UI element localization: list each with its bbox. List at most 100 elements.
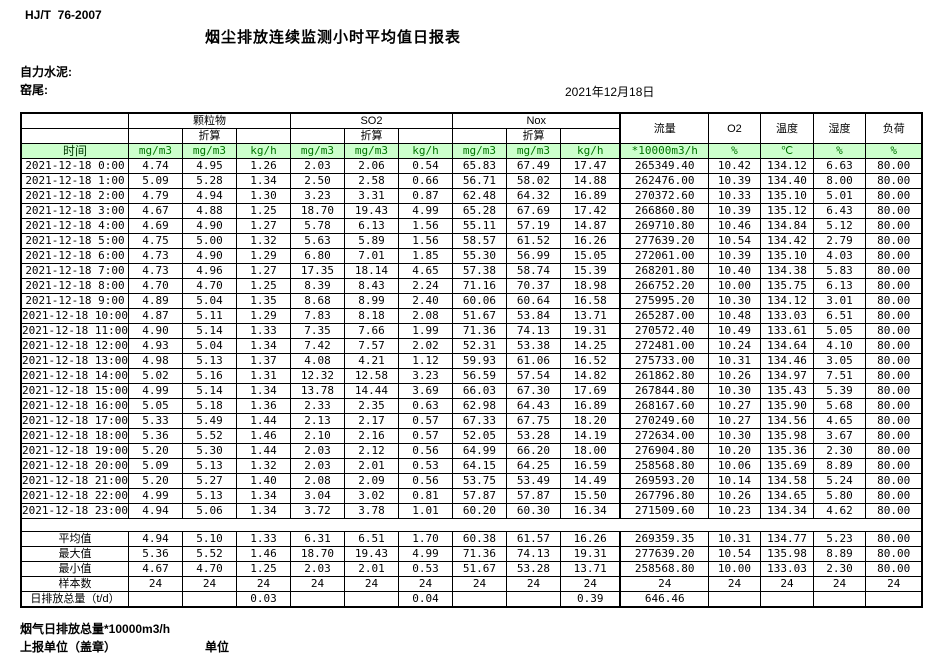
value-cell: 1.25 bbox=[235, 203, 291, 219]
value-cell: 10.31 bbox=[707, 531, 761, 547]
value-cell: 2.03 bbox=[289, 458, 345, 474]
value-cell: 3.01 bbox=[812, 293, 866, 309]
value-cell: 5.02 bbox=[127, 368, 183, 384]
value-cell: 10.00 bbox=[707, 561, 761, 577]
unit-header: % bbox=[707, 143, 761, 159]
value-cell: 0.56 bbox=[397, 473, 453, 489]
value-cell: 4.90 bbox=[127, 323, 183, 339]
value-cell: 4.90 bbox=[181, 248, 237, 264]
value-cell: 4.99 bbox=[397, 203, 453, 219]
row-label-cell: 2021-12-18 15:00 bbox=[20, 383, 129, 399]
value-cell: 258568.80 bbox=[619, 458, 709, 474]
value-cell bbox=[343, 591, 399, 608]
value-cell: 4.96 bbox=[181, 263, 237, 279]
value-cell: 5.63 bbox=[289, 233, 345, 249]
value-cell: 4.79 bbox=[127, 188, 183, 204]
value-cell: 134.12 bbox=[759, 158, 814, 174]
value-cell: 80.00 bbox=[864, 323, 923, 339]
value-cell: 1.99 bbox=[397, 323, 453, 339]
value-cell: 265287.00 bbox=[619, 308, 709, 324]
table-row: 2021-12-18 15:00 4.99 5.14 1.34 13.78 14.44 3.… bbox=[20, 383, 923, 399]
value-cell: 267844.80 bbox=[619, 383, 709, 399]
value-cell: 53.84 bbox=[505, 308, 561, 324]
row-label-cell: 2021-12-18 9:00 bbox=[20, 293, 129, 309]
value-cell: 1.56 bbox=[397, 233, 453, 249]
value-cell: 3.02 bbox=[343, 488, 399, 504]
value-cell: 24 bbox=[235, 576, 291, 592]
value-cell: 4.70 bbox=[181, 561, 237, 577]
value-cell: 134.40 bbox=[759, 173, 814, 189]
value-cell: 67.69 bbox=[505, 203, 561, 219]
value-cell: 61.06 bbox=[505, 353, 561, 369]
value-cell: 6.31 bbox=[289, 531, 345, 547]
value-cell: 4.74 bbox=[127, 158, 183, 174]
table-row: 2021-12-18 7:00 4.73 4.96 1.27 17.35 18.14 4.6… bbox=[20, 263, 923, 279]
value-cell: 24 bbox=[181, 576, 237, 592]
value-cell: 2.01 bbox=[343, 561, 399, 577]
col-group-load: 负荷 bbox=[864, 112, 923, 144]
value-cell: 10.31 bbox=[707, 353, 761, 369]
site-label: 窑尾: bbox=[20, 83, 48, 97]
value-cell: 3.31 bbox=[343, 188, 399, 204]
value-cell: 277639.20 bbox=[619, 233, 709, 249]
value-cell: 134.46 bbox=[759, 353, 814, 369]
value-cell: 1.46 bbox=[235, 428, 291, 444]
value-cell: 67.49 bbox=[505, 158, 561, 174]
value-cell: 4.70 bbox=[127, 278, 183, 294]
table-row: 2021-12-18 6:00 4.73 4.90 1.29 6.80 7.01 1.85 5… bbox=[20, 248, 923, 264]
value-cell: 5.39 bbox=[812, 383, 866, 399]
value-cell: 64.32 bbox=[505, 188, 561, 204]
value-cell: 8.18 bbox=[343, 308, 399, 324]
value-cell: 24 bbox=[397, 576, 453, 592]
value-cell: 80.00 bbox=[864, 173, 923, 189]
unit-header: ℃ bbox=[759, 143, 814, 159]
value-cell: 4.95 bbox=[181, 158, 237, 174]
value-cell: 52.05 bbox=[451, 428, 507, 444]
value-cell: 5.00 bbox=[181, 233, 237, 249]
row-label-cell: 2021-12-18 21:00 bbox=[20, 473, 129, 489]
value-cell: 16.34 bbox=[559, 503, 621, 519]
value-cell: 10.30 bbox=[707, 383, 761, 399]
value-cell: 135.36 bbox=[759, 443, 814, 459]
value-cell: 17.69 bbox=[559, 383, 621, 399]
value-cell: 2.30 bbox=[812, 561, 866, 577]
value-cell: 14.88 bbox=[559, 173, 621, 189]
value-cell: 14.19 bbox=[559, 428, 621, 444]
value-cell: 5.04 bbox=[181, 293, 237, 309]
value-cell: 134.34 bbox=[759, 503, 814, 519]
value-cell: 80.00 bbox=[864, 561, 923, 577]
value-cell: 1.33 bbox=[235, 531, 291, 547]
value-cell: 80.00 bbox=[864, 293, 923, 309]
unit-label: 单位 bbox=[205, 640, 230, 654]
value-cell: 269710.80 bbox=[619, 218, 709, 234]
value-cell: 1.26 bbox=[235, 158, 291, 174]
value-cell: 16.26 bbox=[559, 233, 621, 249]
value-cell: 7.35 bbox=[289, 323, 345, 339]
value-cell: 6.51 bbox=[812, 308, 866, 324]
value-cell: 10.23 bbox=[707, 503, 761, 519]
value-cell: 3.69 bbox=[397, 383, 453, 399]
value-cell: 18.98 bbox=[559, 278, 621, 294]
unit-header: kg/h bbox=[559, 143, 621, 159]
value-cell: 80.00 bbox=[864, 308, 923, 324]
value-cell: 1.44 bbox=[235, 443, 291, 459]
value-cell: 17.35 bbox=[289, 263, 345, 279]
value-cell: 74.13 bbox=[505, 323, 561, 339]
company-label: 自力水泥: bbox=[20, 65, 72, 79]
value-cell: 16.26 bbox=[559, 531, 621, 547]
value-cell: 133.03 bbox=[759, 308, 814, 324]
table-row: 2021-12-18 1:00 5.09 5.28 1.34 2.50 2.58 0.66 5… bbox=[20, 173, 923, 189]
value-cell: 80.00 bbox=[864, 488, 923, 504]
row-label-cell: 2021-12-18 23:00 bbox=[20, 503, 129, 519]
group-header-row: 颗粒物 SO2 Nox 流量 O2 温度 湿度 负荷 bbox=[20, 112, 923, 144]
value-cell: 3.23 bbox=[289, 188, 345, 204]
value-cell: 61.57 bbox=[505, 531, 561, 547]
value-cell: 5.30 bbox=[181, 443, 237, 459]
unit-header: mg/m3 bbox=[127, 143, 183, 159]
col-group-nox: Nox bbox=[451, 112, 621, 129]
row-label-cell: 2021-12-18 18:00 bbox=[20, 428, 129, 444]
value-cell: 55.11 bbox=[451, 218, 507, 234]
page-title: 烟尘排放连续监测小时平均值日报表 bbox=[205, 29, 462, 46]
value-cell: 4.94 bbox=[181, 188, 237, 204]
value-cell: 71.36 bbox=[451, 323, 507, 339]
